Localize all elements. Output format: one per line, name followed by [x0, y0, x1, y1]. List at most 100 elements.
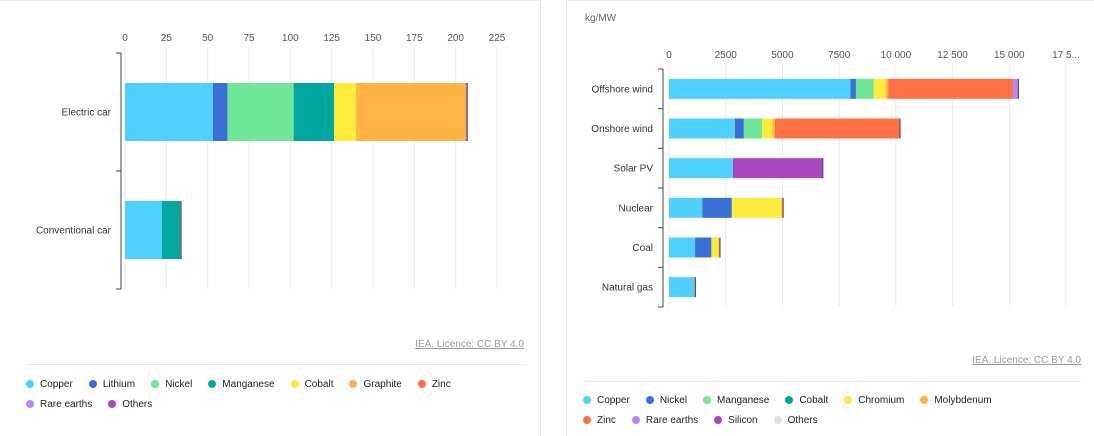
licence-link-energy[interactable]: IEA. Licence: CC BY 4.0	[972, 355, 1081, 366]
bar-offshore-wind-molybdenum[interactable]	[885, 78, 889, 99]
legend-label: Manganese	[222, 378, 275, 390]
legend-item-manganese[interactable]: Manganese	[208, 378, 275, 390]
legend-item-chromium[interactable]: Chromium	[844, 395, 904, 406]
legend-label: Others	[122, 398, 153, 410]
x-tick-label: 0	[122, 33, 128, 44]
legend-item-lithium[interactable]: Lithium	[88, 379, 135, 390]
legend-item-copper[interactable]: Copper	[583, 395, 630, 406]
category-label-natural-gas: Natural gas	[602, 283, 653, 294]
legend-swatch	[88, 380, 97, 388]
legend-swatch	[703, 396, 712, 404]
bar-onshore-wind-molybdenum[interactable]	[772, 118, 775, 139]
legend-swatch	[417, 380, 426, 388]
legend-swatch	[714, 416, 723, 424]
legend-item-manganese[interactable]: Manganese	[703, 395, 769, 406]
legend-row: Rare earths Others	[26, 394, 526, 414]
legend-swatch	[290, 380, 299, 388]
bar-electric-car-copper[interactable]	[125, 83, 213, 141]
licence-link-cars[interactable]: IEA. Licence: CC BY 4.0	[415, 339, 524, 350]
bar-offshore-wind-zinc[interactable]	[888, 78, 1014, 99]
legend-swatch	[844, 396, 853, 404]
bar-offshore-wind-copper[interactable]	[669, 78, 851, 99]
category-label-nuclear: Nuclear	[619, 203, 654, 214]
legend-swatch	[26, 380, 34, 388]
legend-swatch	[151, 380, 160, 388]
bar-electric-car-manganese[interactable]	[293, 83, 335, 141]
category-label-conventional-car: Conventional car	[36, 226, 112, 237]
bar-coal-copper[interactable]	[669, 237, 696, 258]
category-label-offshore-wind: Offshore wind	[591, 84, 653, 95]
legend-item-nickel[interactable]: Nickel	[645, 394, 688, 406]
bar-offshore-wind-nickel[interactable]	[850, 78, 856, 99]
bar-nuclear-nickel[interactable]	[702, 197, 732, 218]
bar-nuclear-copper[interactable]	[669, 197, 703, 218]
x-tick-label: 15 000	[994, 50, 1025, 61]
x-tick-label: 75	[243, 33, 255, 44]
bar-onshore-wind-zinc[interactable]	[774, 118, 900, 139]
bar-onshore-wind-nickel[interactable]	[734, 118, 744, 139]
legend-label: Zinc	[597, 414, 616, 426]
bar-solar-pv-silicon[interactable]	[732, 158, 823, 179]
legend-item-rare-earths[interactable]: Rare earths	[631, 414, 699, 426]
legend-item-nickel[interactable]: Nickel	[151, 379, 192, 390]
bar-onshore-wind-copper[interactable]	[669, 118, 735, 139]
chart-cars: 0 25 50 75 100 125 150 175 200 225 Electric car Con…	[36, 33, 506, 290]
legend-swatch	[583, 396, 591, 404]
legend-item-cobalt[interactable]: Cobalt	[290, 379, 333, 390]
bar-onshore-wind-chromium[interactable]	[762, 118, 773, 139]
bar-natural-gas-nickel[interactable]	[693, 277, 695, 298]
x-tick-label: 200	[447, 33, 464, 44]
x-tick-label: 12 500	[937, 50, 968, 61]
legend-label: Zinc	[431, 378, 451, 390]
bar-natural-gas-copper[interactable]	[669, 277, 694, 298]
bar-conventional-car-manganese[interactable]	[161, 201, 181, 259]
bar-offshore-wind-rare-earths[interactable]	[1013, 78, 1019, 99]
bar-coal-nickel[interactable]	[695, 237, 712, 258]
legend-label: Nickel	[659, 394, 688, 406]
x-tick-label: 175	[406, 33, 423, 44]
legend-item-molybdenum[interactable]: Molybdenum	[920, 394, 992, 406]
bar-solar-pv-copper[interactable]	[669, 158, 733, 179]
bar-electric-car-lithium[interactable]	[212, 83, 228, 141]
legend-item-zinc[interactable]: Zinc	[417, 378, 451, 390]
bar-electric-car-rare-earths[interactable]	[465, 83, 467, 141]
legend-label: Molybdenum	[934, 394, 992, 406]
legend-item-cobalt[interactable]: Cobalt	[785, 395, 828, 406]
legend-swatch	[349, 380, 358, 388]
bar-electric-car-nickel[interactable]	[227, 83, 294, 141]
legend-item-rare-earths[interactable]: Rare earths	[26, 399, 92, 410]
chart-panel-energy: kg/MW 0 2500 5000 7500 10 000 12 500 15 000 17 …	[566, 0, 1094, 436]
bar-electric-car-graphite[interactable]	[356, 83, 466, 141]
legend-item-silicon[interactable]: Silicon	[714, 415, 758, 426]
legend-swatch	[583, 416, 591, 424]
legend-item-others[interactable]: Others	[108, 399, 152, 410]
legend-item-copper[interactable]: Copper	[26, 379, 73, 390]
legend-swatch	[631, 416, 640, 424]
chart-panel-cars: 0 25 50 75 100 125 150 175 200 225 Electric car Con…	[0, 0, 541, 436]
legend-energy: Copper Nickel Manganese Cobalt Chromium Molyb…	[583, 390, 1083, 430]
bar-conventional-car-copper[interactable]	[125, 201, 162, 259]
legend-label: Rare earths	[645, 414, 699, 426]
bar-coal-molybdenum[interactable]	[718, 237, 720, 258]
legend-item-graphite[interactable]: Graphite	[349, 379, 402, 390]
legend-divider	[26, 364, 524, 365]
legend-item-others[interactable]: Others	[773, 415, 818, 426]
x-tick-label: 225	[489, 33, 506, 44]
legend-label: Copper	[40, 378, 73, 390]
bar-nuclear-chromium[interactable]	[731, 197, 782, 218]
legend-swatch	[26, 400, 34, 408]
bar-offshore-wind-manganese[interactable]	[855, 78, 874, 99]
legend-label: Chromium	[858, 394, 905, 406]
x-tick-label: 17 5...	[1052, 50, 1080, 61]
bar-electric-car-cobalt[interactable]	[334, 83, 357, 141]
bar-onshore-wind-manganese[interactable]	[743, 118, 763, 139]
legend-item-zinc[interactable]: Zinc	[583, 415, 616, 426]
bar-offshore-wind-chromium[interactable]	[873, 78, 886, 99]
legend-row: Zinc Rare earths Silicon Others	[583, 410, 1083, 430]
legend-swatch	[108, 400, 117, 408]
bar-coal-chromium[interactable]	[711, 237, 719, 258]
legend-label: Nickel	[165, 378, 193, 390]
legend-swatch	[645, 396, 654, 404]
x-tick-label: 125	[323, 33, 340, 44]
bar-nuclear-molybdenum[interactable]	[781, 197, 784, 218]
